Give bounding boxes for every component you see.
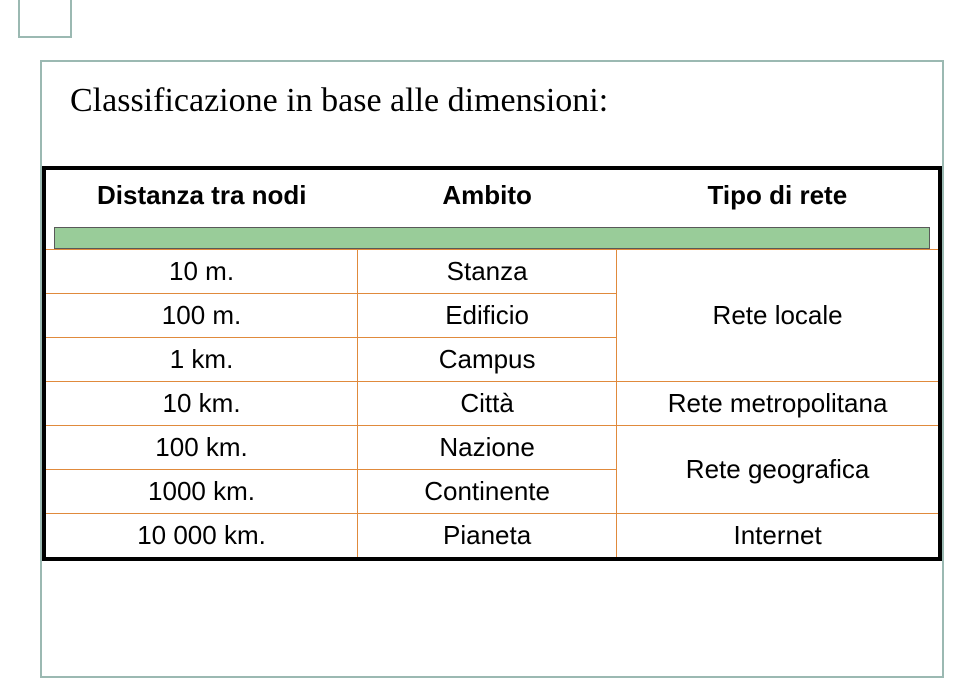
cell-type-internet: Internet [617,514,940,560]
classification-table: Distanza tra nodi Ambito Tipo di rete 10… [42,166,942,561]
table-row: 10 km. Città Rete metropolitana [44,382,940,426]
header-distanza: Distanza tra nodi [44,168,358,227]
page-title: Classificazione in base alle dimensioni: [70,82,942,120]
header-tipo: Tipo di rete [617,168,940,227]
table-row: 10 000 km. Pianeta Internet [44,514,940,560]
cell-amb-4: Nazione [358,426,617,470]
cell-amb-0: Stanza [358,250,617,294]
slide: Classificazione in base alle dimensioni:… [0,0,960,692]
content-frame: Classificazione in base alle dimensioni:… [40,60,944,678]
table-row: 100 km. Nazione Rete geografica [44,426,940,470]
cell-amb-1: Edificio [358,294,617,338]
table-row: 10 m. Stanza Rete locale [44,250,940,294]
header-ambito: Ambito [358,168,617,227]
gap-bar [54,227,930,249]
cell-dist-5: 1000 km. [44,470,358,514]
cell-type-metro: Rete metropolitana [617,382,940,426]
cell-dist-2: 1 km. [44,338,358,382]
cell-dist-3: 10 km. [44,382,358,426]
cell-amb-6: Pianeta [358,514,617,560]
cell-dist-6: 10 000 km. [44,514,358,560]
top-accent-bar [18,0,72,38]
cell-dist-1: 100 m. [44,294,358,338]
cell-type-geo: Rete geografica [617,426,940,514]
cell-dist-4: 100 km. [44,426,358,470]
cell-amb-3: Città [358,382,617,426]
table-gap-row [44,227,940,250]
table-header-row: Distanza tra nodi Ambito Tipo di rete [44,168,940,227]
cell-dist-0: 10 m. [44,250,358,294]
cell-type-locale: Rete locale [617,250,940,382]
cell-amb-5: Continente [358,470,617,514]
cell-amb-2: Campus [358,338,617,382]
